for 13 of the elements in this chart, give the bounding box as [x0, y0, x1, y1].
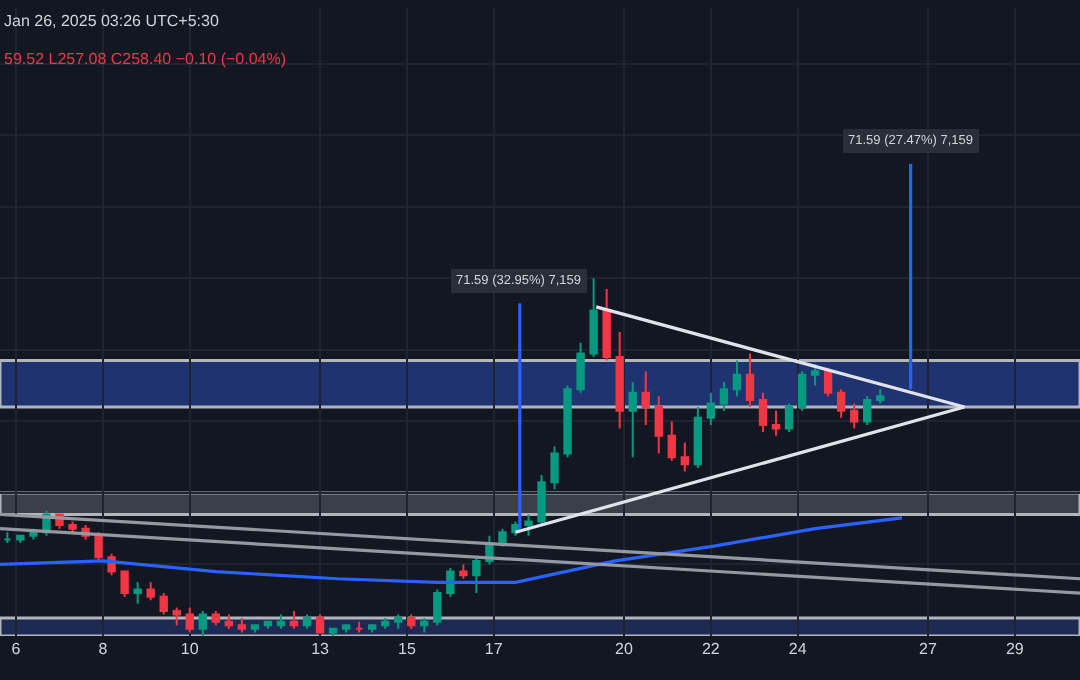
x-tick-label: 17: [484, 640, 504, 658]
x-tick-label: 27: [919, 640, 938, 658]
chart-subtitle: 59.52 L257.08 C258.40 −0.10 (−0.04%): [4, 50, 287, 68]
x-tick-label: 13: [311, 640, 331, 658]
x-tick-label: 20: [615, 640, 635, 658]
x-tick-label: 22: [701, 640, 721, 658]
x-tick-label: 6: [11, 640, 22, 658]
x-tick-label: 10: [180, 640, 200, 658]
x-tick-label: 15: [397, 640, 417, 658]
x-tick-label: 29: [1005, 640, 1025, 658]
chart-title: Jan 26, 2025 03:26 UTC+5:30: [4, 12, 220, 30]
x-tick-label: 24: [788, 640, 808, 658]
x-tick-label: 8: [98, 640, 109, 658]
